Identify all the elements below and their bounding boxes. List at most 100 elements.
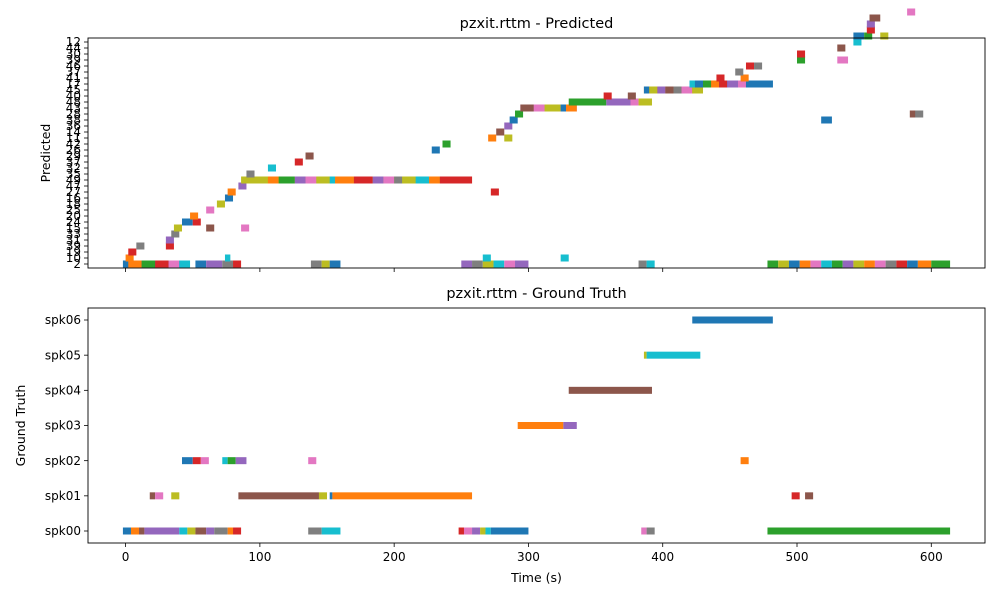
- predicted-segment: [821, 260, 832, 268]
- ground-truth-y-axis-label: Ground Truth: [13, 385, 28, 467]
- ground-truth-segment: [646, 351, 701, 359]
- ground-truth-segment: [568, 386, 652, 394]
- ground-truth-segment: [490, 527, 529, 535]
- predicted-segment: [853, 32, 865, 40]
- x-tick-label: 600: [920, 550, 943, 564]
- predicted-segment: [869, 14, 881, 22]
- ground-truth-segment: [187, 527, 196, 535]
- predicted-segment: [673, 86, 682, 94]
- y-tick-label: 35: [66, 167, 81, 181]
- y-tick-label: 37: [66, 65, 81, 79]
- predicted-segment: [490, 188, 499, 196]
- ground-truth-segment: [227, 457, 236, 465]
- predicted-segment: [504, 260, 516, 268]
- y-tick-label: 48: [66, 95, 81, 109]
- predicted-segment: [222, 260, 234, 268]
- predicted-segment: [649, 86, 658, 94]
- predicted-segment: [233, 260, 242, 268]
- predicted-segment: [515, 260, 529, 268]
- ground-truth-segment: [171, 492, 180, 500]
- predicted-segment: [831, 260, 843, 268]
- y-tick-label: 41: [66, 71, 81, 85]
- predicted-segment: [267, 164, 276, 172]
- predicted-segment: [461, 260, 473, 268]
- predicted-segment: [566, 104, 577, 112]
- x-tick-label: 0: [122, 550, 130, 564]
- ground-truth-segment: [139, 527, 145, 535]
- predicted-panel: pzxit.rttm - Predicted Predicted 2101939…: [38, 8, 986, 272]
- predicted-segment: [810, 260, 822, 268]
- y-tick-label: 28: [66, 107, 81, 121]
- predicted-segment: [692, 86, 704, 94]
- predicted-segment: [206, 260, 223, 268]
- predicted-segment: [128, 260, 142, 268]
- predicted-segment: [402, 176, 416, 184]
- predicted-segment: [533, 104, 545, 112]
- ground-truth-panel-title: pzxit.rttm - Ground Truth: [446, 286, 626, 302]
- y-tick-label: 26: [66, 143, 81, 157]
- predicted-segment: [165, 236, 174, 244]
- ground-truth-segment: [472, 527, 481, 535]
- predicted-segment: [646, 260, 655, 268]
- x-tick-label: 100: [248, 550, 271, 564]
- y-tick-label: 47: [66, 179, 81, 193]
- y-tick-label: 39: [66, 239, 81, 253]
- y-tick-label: 43: [66, 101, 81, 115]
- ground-truth-segment: [480, 527, 486, 535]
- ground-truth-y-ticks: spk00 spk01 spk02 spk03 spk04 spk05 spk06: [45, 313, 88, 538]
- predicted-segment: [874, 260, 886, 268]
- predicted-segment: [136, 242, 145, 250]
- predicted-y-ticks: 2101939313315242025181627474935323729264…: [66, 35, 88, 271]
- predicted-segment: [482, 260, 494, 268]
- ground-truth-x-ticks: 0 100 200 300 400 500 600: [122, 543, 943, 564]
- ground-truth-segment: [206, 527, 215, 535]
- y-tick-label: spk06: [45, 313, 81, 327]
- predicted-segment: [206, 224, 215, 232]
- predicted-segment: [190, 212, 199, 220]
- predicted-segment: [797, 50, 806, 58]
- ground-truth-segment: [321, 527, 341, 535]
- predicted-segment: [737, 80, 746, 88]
- predicted-segment: [488, 134, 497, 142]
- time-x-axis-label: Time (s): [510, 570, 562, 585]
- predicted-segment: [560, 254, 569, 262]
- ground-truth-segment: [192, 457, 201, 465]
- y-tick-label: 38: [66, 113, 81, 127]
- ground-truth-segment: [517, 422, 564, 429]
- predicted-segment: [821, 116, 832, 124]
- predicted-segment: [165, 242, 174, 250]
- y-tick-label: 39: [66, 53, 81, 67]
- predicted-segment: [372, 176, 384, 184]
- predicted-segment: [866, 26, 875, 34]
- predicted-segment: [155, 260, 169, 268]
- predicted-segment: [224, 254, 231, 262]
- predicted-segment: [195, 260, 207, 268]
- ground-truth-segment: [318, 492, 328, 500]
- y-tick-label: 24: [66, 215, 81, 229]
- predicted-segment: [294, 176, 306, 184]
- y-tick-label: 40: [66, 89, 81, 103]
- y-tick-label: 15: [66, 221, 81, 235]
- predicted-segment: [740, 74, 749, 82]
- ground-truth-segment: [200, 457, 209, 465]
- predicted-segment: [727, 80, 738, 88]
- predicted-segment: [305, 176, 317, 184]
- predicted-segment: [329, 260, 341, 268]
- predicted-segment: [711, 80, 720, 88]
- y-tick-label: 11: [66, 131, 81, 145]
- predicted-segment: [431, 146, 440, 154]
- ground-truth-segment: [329, 492, 333, 500]
- predicted-segment: [745, 80, 773, 88]
- x-tick-label: 200: [383, 550, 406, 564]
- predicted-segment: [472, 260, 483, 268]
- y-tick-label: 2: [73, 257, 81, 271]
- y-tick-label: spk01: [45, 489, 81, 503]
- ground-truth-panel: pzxit.rttm - Ground Truth Ground Truth T…: [13, 286, 986, 585]
- predicted-segment: [931, 260, 951, 268]
- predicted-segment: [496, 128, 505, 136]
- ground-truth-segment: [222, 457, 228, 465]
- predicted-plot-frame: [87, 37, 986, 269]
- ground-truth-segment: [214, 527, 228, 535]
- y-tick-label: 19: [66, 245, 81, 259]
- predicted-segment: [415, 176, 430, 184]
